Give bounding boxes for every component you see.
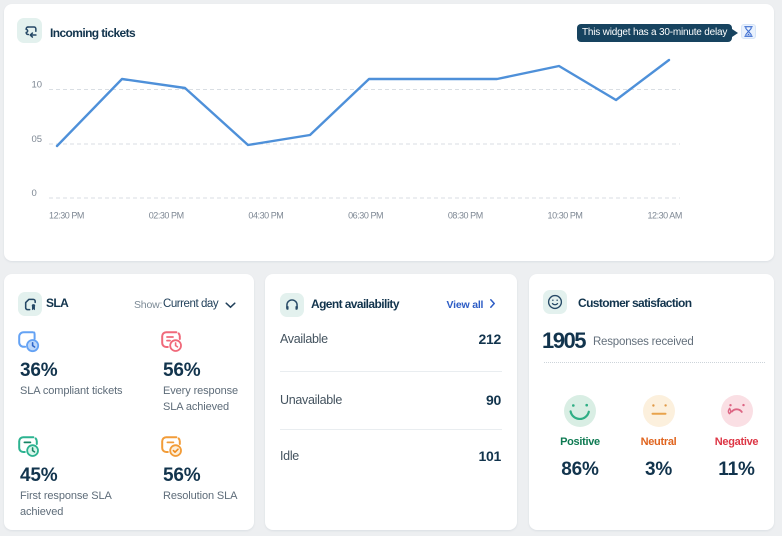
svg-text:10: 10	[32, 80, 43, 91]
svg-text:04:30 PM: 04:30 PM	[248, 211, 283, 221]
svg-text:05: 05	[32, 134, 43, 145]
svg-text:06:30 PM: 06:30 PM	[348, 211, 383, 221]
svg-text:0: 0	[32, 188, 37, 199]
svg-text:10:30 PM: 10:30 PM	[548, 211, 583, 221]
svg-text:12:30 AM: 12:30 AM	[647, 211, 681, 221]
svg-text:12:30 PM: 12:30 PM	[49, 211, 84, 221]
svg-text:02:30 PM: 02:30 PM	[149, 211, 184, 221]
svg-text:08:30 PM: 08:30 PM	[448, 211, 483, 221]
